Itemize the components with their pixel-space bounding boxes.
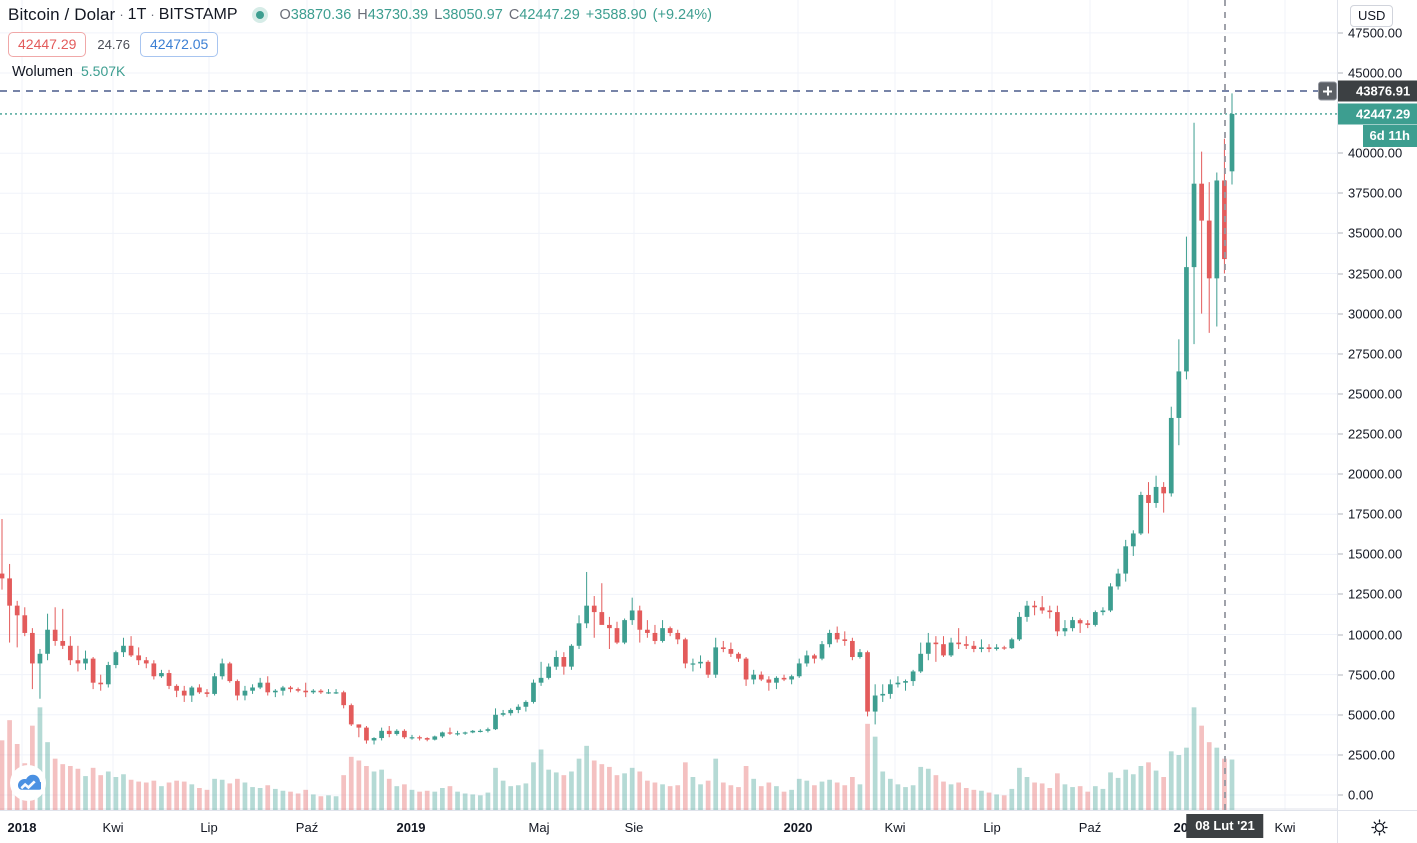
price-tick-label: 25000.00 [1348, 386, 1403, 402]
tradingview-logo-icon [10, 765, 46, 801]
gear-icon[interactable] [1371, 819, 1388, 836]
price-tick [1338, 273, 1343, 275]
price-tick [1338, 794, 1343, 796]
time-tick-label: Lip [200, 820, 218, 835]
price-tick-label: 22500.00 [1348, 426, 1403, 442]
price-tick-label: 37500.00 [1348, 185, 1403, 201]
price-tick-label: 47500.00 [1348, 25, 1403, 41]
time-tick-label: 2018 [7, 820, 37, 835]
crosshair-date-label: 08 Lut '21 [1186, 814, 1264, 838]
time-tick-label: Paź [1078, 820, 1102, 835]
price-tick [1338, 313, 1343, 315]
price-tick [1338, 714, 1343, 716]
price-tick [1338, 433, 1343, 435]
price-tick-label: 35000.00 [1348, 225, 1403, 241]
price-tick-label: 7500.00 [1348, 667, 1395, 683]
price-tick-label: 40000.00 [1348, 145, 1403, 161]
price-tick-label: 0.00 [1348, 787, 1374, 803]
price-tick-label: 12500.00 [1348, 586, 1403, 602]
time-tick-label: Maj [528, 820, 550, 835]
price-tick-label: 27500.00 [1348, 346, 1403, 362]
price-tick-label: 15000.00 [1348, 546, 1403, 562]
price-tick [1338, 634, 1343, 636]
chart-canvas[interactable] [0, 0, 1337, 810]
time-tick-label: Kwi [1274, 820, 1296, 835]
time-tick-label: Lip [983, 820, 1001, 835]
crosshair-overlay [0, 0, 1337, 810]
price-tick-label: 17500.00 [1348, 506, 1403, 522]
price-tick [1338, 473, 1343, 475]
grid-layer [0, 0, 1337, 810]
price-tick [1338, 754, 1343, 756]
bar-countdown-label: 6d 11h [1362, 124, 1417, 147]
axis-divider [1337, 811, 1338, 843]
time-tick-label: Kwi [102, 820, 124, 835]
time-tick-label: 2020 [783, 820, 813, 835]
price-tick-label: 5000.00 [1348, 707, 1395, 723]
price-tick [1338, 192, 1343, 194]
price-tick [1338, 513, 1343, 515]
price-tick [1338, 674, 1343, 676]
time-axis[interactable]: 2018KwiLipPaź2019MajSie2020KwiLipPaź2021… [0, 810, 1417, 843]
time-tick-label: Kwi [884, 820, 906, 835]
price-tick [1338, 152, 1343, 154]
price-tick [1338, 32, 1343, 34]
currency-chip[interactable]: USD [1350, 5, 1394, 27]
price-tick [1338, 553, 1343, 555]
price-axis[interactable]: USD 47500.00 45000.00 40000.00 37500.00 3500… [1318, 0, 1417, 810]
plus-icon[interactable] [1318, 81, 1337, 101]
crosshair-price-label: 43876.91 [1338, 80, 1417, 102]
price-tick [1338, 232, 1343, 234]
price-tick [1338, 72, 1343, 74]
price-tick-label: 2500.00 [1348, 747, 1395, 763]
candlestick-series [0, 93, 1235, 810]
price-tick [1338, 593, 1343, 595]
last-price-label: 42447.29 [1338, 103, 1417, 125]
price-tick-label: 32500.00 [1348, 266, 1403, 282]
price-tick-label: 30000.00 [1348, 306, 1403, 322]
price-tick-label: 10000.00 [1348, 627, 1403, 643]
time-tick-label: 2019 [396, 820, 426, 835]
price-tick [1338, 353, 1343, 355]
time-tick-label: Sie [624, 820, 644, 835]
price-tick-label: 45000.00 [1348, 65, 1403, 81]
time-tick-label: Paź [295, 820, 319, 835]
price-tick-label: 20000.00 [1348, 466, 1403, 482]
price-tick [1338, 393, 1343, 395]
